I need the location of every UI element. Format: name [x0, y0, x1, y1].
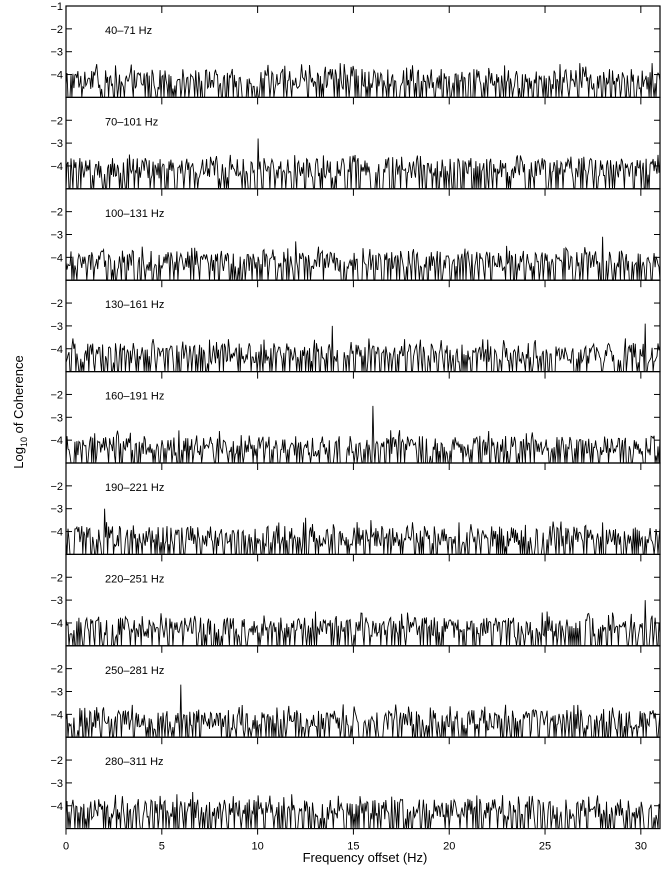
- y-tick-label: −2: [50, 115, 63, 127]
- panel-label: 40–71 Hz: [105, 25, 152, 37]
- coherence-series-line: [65, 236, 661, 281]
- y-tick-label: −2: [50, 207, 63, 219]
- y-tick-label: −3: [50, 778, 63, 790]
- x-tick-label: 5: [159, 841, 165, 853]
- y-tick-label: −2: [50, 664, 63, 676]
- panel: −2 −3 −4 280–311 Hz: [50, 736, 661, 830]
- y-tick-label: −3: [50, 595, 63, 607]
- y-tick-label: −3: [50, 687, 63, 699]
- x-tick-label: 10: [251, 841, 263, 853]
- panel-frame: [65, 371, 661, 464]
- coherence-series-line: [65, 138, 661, 190]
- coherence-series-line: [65, 600, 661, 647]
- y-axis-label-subscript: 10: [19, 437, 29, 447]
- panel-frame: [65, 645, 661, 738]
- y-tick-label: −3: [50, 230, 63, 242]
- panel: −2 −3 −4 130–161 Hz: [50, 279, 661, 373]
- x-tick-label: 25: [539, 841, 551, 853]
- panel-frame: [65, 188, 661, 281]
- panel-label: 130–161 Hz: [105, 299, 164, 311]
- panel-label: 250–281 Hz: [105, 665, 164, 677]
- coherence-series-line: [65, 63, 661, 98]
- coherence-series-line: [65, 791, 661, 830]
- y-tick-label: −2: [50, 24, 63, 36]
- x-tick-label: 30: [635, 841, 647, 853]
- y-tick-label: −2: [50, 755, 63, 767]
- panel-label: 160–191 Hz: [105, 391, 164, 403]
- y-tick-label: −4: [50, 618, 63, 630]
- y-tick-label: −4: [50, 161, 63, 173]
- y-tick-label: −2: [50, 389, 63, 401]
- y-tick-label: −2: [50, 572, 63, 584]
- y-tick-label: −3: [50, 504, 63, 516]
- y-tick-label: −4: [50, 527, 63, 539]
- y-axis-label: Log10 of Coherence: [11, 355, 29, 468]
- panel-label: 70–101 Hz: [105, 116, 158, 128]
- y-tick-label: −2: [50, 298, 63, 310]
- panel-label: 190–221 Hz: [105, 482, 164, 494]
- panels-layer: −1−2−3−440–71 Hz−2−3−470–101 Hz−2−3−4100…: [50, 1, 661, 853]
- y-tick-label: −3: [50, 412, 63, 424]
- panel: −2 −3 −4 100–131 Hz: [50, 188, 661, 281]
- panel: −2 −3 −4 190–221 Hz: [50, 462, 661, 556]
- y-tick-label: −3: [50, 138, 63, 150]
- y-tick-label: −4: [50, 344, 63, 356]
- y-tick-label: −4: [50, 801, 63, 813]
- panel: −2 −3 −4 220–251 Hz: [50, 553, 661, 647]
- y-tick-label: −3: [50, 321, 63, 333]
- y-tick-label: −2: [50, 481, 63, 493]
- y-tick-label: −4: [50, 70, 63, 82]
- x-tick-label: 15: [347, 841, 359, 853]
- x-axis-label: Frequency offset (Hz): [303, 850, 428, 865]
- y-tick-label: −4: [50, 252, 63, 264]
- panel-label: 100–131 Hz: [105, 208, 164, 220]
- y-tick-label: −4: [50, 435, 63, 447]
- x-tick-label: 0: [63, 841, 69, 853]
- y-tick-label: −4: [50, 709, 63, 721]
- y-axis-label-prefix: Log: [11, 447, 26, 469]
- panel: −2 −3 −4 70–101 Hz: [50, 96, 661, 190]
- panel: −2 −3 −4 250–281 Hz: [50, 645, 661, 738]
- x-tick-label: 20: [443, 841, 455, 853]
- panel: −2 −3 −4 160–191 Hz: [50, 371, 661, 464]
- coherence-series-line: [65, 508, 661, 555]
- coherence-series-line: [65, 323, 661, 373]
- y-tick-label: −3: [50, 47, 63, 59]
- y-tick-label: −1: [50, 1, 63, 13]
- coherence-series-line: [65, 405, 661, 464]
- panel-label: 280–311 Hz: [105, 756, 164, 768]
- y-axis-label-suffix: of Coherence: [11, 355, 26, 437]
- panel: −1 −2 −3 −4 40–71 Hz: [50, 1, 661, 99]
- coherence-series-line: [65, 684, 661, 738]
- panel-label: 220–251 Hz: [105, 573, 164, 585]
